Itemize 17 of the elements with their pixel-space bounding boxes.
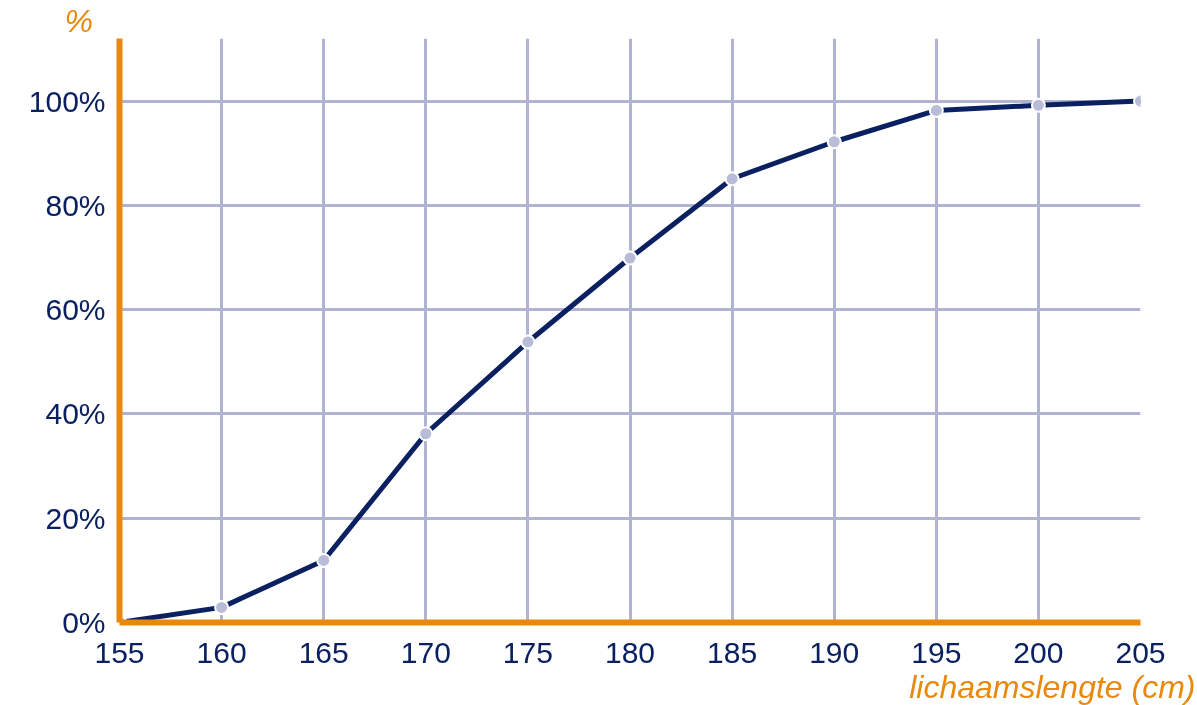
- y-tick-label: 80%: [45, 188, 106, 222]
- y-axis-title: %: [64, 2, 93, 39]
- y-tick-label: 60%: [45, 293, 106, 327]
- x-tick-label: 195: [911, 635, 962, 669]
- y-tick-label: 40%: [45, 397, 106, 431]
- x-tick-label: 165: [298, 635, 349, 669]
- x-tick-label: 175: [502, 635, 553, 669]
- x-tick-label: 200: [1013, 635, 1064, 669]
- y-tick-label: 20%: [45, 501, 106, 535]
- x-tick-label: 185: [707, 635, 758, 669]
- x-tick-label: 180: [604, 635, 656, 669]
- x-axis-title: lichaamslengte (cm): [909, 668, 1196, 705]
- y-tick-label: 100%: [28, 84, 106, 118]
- x-tick-label: 190: [809, 635, 860, 669]
- x-tick-label: 160: [196, 635, 247, 669]
- x-tick-label: 170: [400, 635, 451, 669]
- x-tick-label: 205: [1115, 635, 1166, 669]
